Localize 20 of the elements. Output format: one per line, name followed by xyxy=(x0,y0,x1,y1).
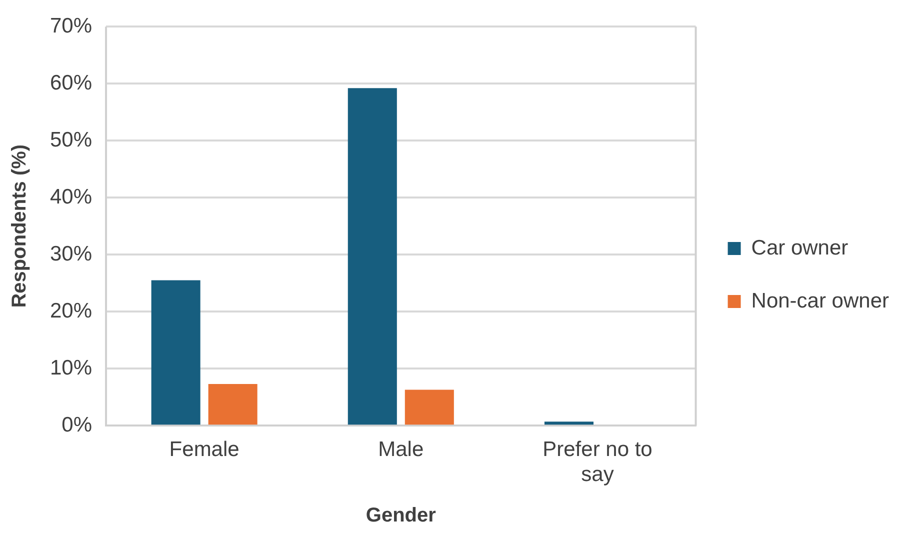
y-tick-label: 0% xyxy=(62,413,92,436)
bar xyxy=(544,422,594,425)
y-tick-label: 40% xyxy=(50,185,92,208)
y-tick-label: 50% xyxy=(50,128,92,152)
legend-label: Non-car owner xyxy=(751,289,890,312)
bar xyxy=(404,390,454,425)
y-tick-label: 60% xyxy=(50,71,92,94)
x-tick-label: Male xyxy=(378,438,424,461)
bar xyxy=(151,280,200,425)
y-tick-label: 30% xyxy=(50,242,92,266)
x-tick-label: Female xyxy=(169,438,240,461)
x-tick-label: Prefer no to say xyxy=(542,438,652,486)
y-tick-label: 10% xyxy=(50,356,92,380)
x-axis-title: Gender xyxy=(366,504,436,527)
y-tick-label: 20% xyxy=(50,299,92,322)
legend-label: Car owner xyxy=(751,236,848,260)
y-axis-title: Respondents (%) xyxy=(8,144,31,308)
bar xyxy=(348,88,397,425)
y-tick-label: 70% xyxy=(50,14,92,38)
bar xyxy=(208,384,258,425)
